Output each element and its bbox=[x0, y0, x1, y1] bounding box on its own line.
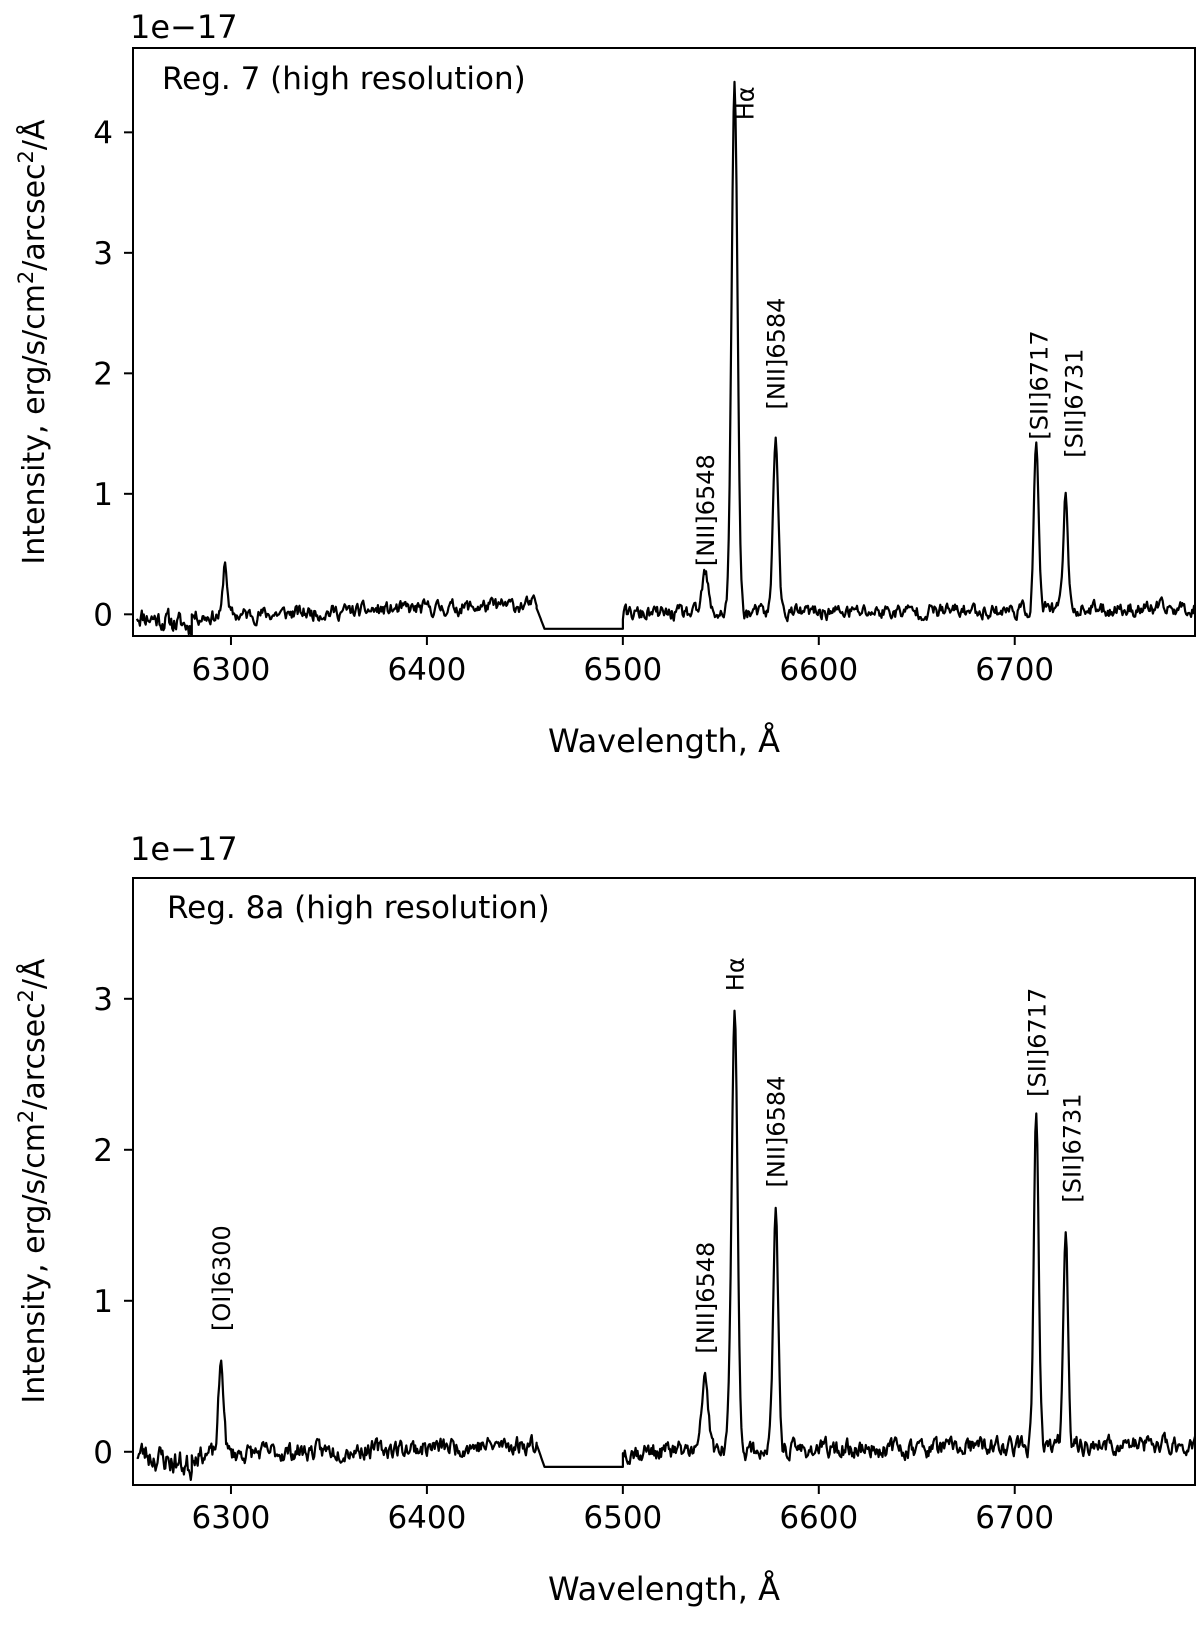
x-axis-label-reg8a: Wavelength, Å bbox=[548, 1570, 780, 1608]
y-tick-label-reg7: 1 bbox=[93, 477, 113, 513]
spectrum-group-reg7 bbox=[135, 80, 1195, 636]
line-label-reg7: [NII]6584 bbox=[763, 298, 791, 410]
line-label-reg8a: [OI]6300 bbox=[208, 1225, 236, 1331]
line-label-reg7: Hα bbox=[732, 86, 760, 120]
y-tick-label-reg8a: 2 bbox=[93, 1133, 113, 1169]
y-tick-label-reg7: 0 bbox=[93, 597, 113, 633]
x-tick-label-reg7: 6700 bbox=[975, 652, 1054, 688]
offset-text-reg8a: 1e−17 bbox=[130, 830, 238, 868]
ticks-reg8a: 6300 6400 6500 6600 6700 0 1 2 3 bbox=[93, 982, 1054, 1536]
offset-text-reg7: 1e−17 bbox=[130, 8, 238, 46]
y-axis-label-reg7: Intensity, erg/s/cm2/arcsec2/Å bbox=[14, 119, 52, 565]
line-label-reg8a: [SII]6717 bbox=[1023, 988, 1051, 1097]
y-tick-label-reg7: 4 bbox=[93, 115, 113, 151]
line-label-reg8a: [SII]6731 bbox=[1059, 1093, 1087, 1202]
spectrum-line-reg7 bbox=[135, 80, 1195, 636]
y-axis-label-reg8a: Intensity, erg/s/cm2/arcsec2/Å bbox=[14, 958, 52, 1404]
spectrum-line-reg8a bbox=[136, 1009, 1195, 1481]
x-tick-label-reg8a: 6300 bbox=[192, 1500, 271, 1536]
x-tick-label-reg7: 6600 bbox=[779, 652, 858, 688]
panel-label-reg7: Reg. 7 (high resolution) bbox=[162, 61, 526, 97]
x-tick-label-reg8a: 6400 bbox=[387, 1500, 466, 1536]
ticks-reg7: 6300 6400 6500 6600 6700 0 1 2 3 4 bbox=[93, 115, 1054, 688]
line-label-reg8a: Hα bbox=[722, 957, 750, 991]
panel-reg7: 1e−17 6300 6400 6500 6600 6700 0 1 2 3 4 [NII]654… bbox=[14, 8, 1196, 760]
line-label-reg7: [SII]6717 bbox=[1025, 330, 1053, 439]
y-tick-label-reg7: 2 bbox=[93, 356, 113, 392]
line-label-reg8a: [NII]6548 bbox=[692, 1242, 720, 1354]
line-label-reg7: [NII]6548 bbox=[692, 454, 720, 566]
panel-label-reg8a: Reg. 8a (high resolution) bbox=[167, 890, 550, 926]
line-label-reg8a: [NII]6584 bbox=[763, 1076, 791, 1188]
y-tick-label-reg8a: 3 bbox=[93, 982, 113, 1018]
x-axis-label-reg7: Wavelength, Å bbox=[548, 722, 780, 760]
x-tick-label-reg7: 6500 bbox=[583, 652, 662, 688]
y-tick-label-reg8a: 0 bbox=[93, 1435, 113, 1471]
line-labels-reg7: [NII]6548 Hα [NII]6584 [SII]6717 [SII]6731 bbox=[692, 86, 1089, 566]
line-labels-reg8a: [OI]6300 [NII]6548 Hα [NII]6584 [SII]6717 [SI… bbox=[208, 957, 1086, 1353]
x-tick-label-reg7: 6400 bbox=[387, 652, 466, 688]
plot-frame-reg8a bbox=[132, 877, 1196, 1486]
x-tick-label-reg8a: 6700 bbox=[975, 1500, 1054, 1536]
spectrum-group-reg8a bbox=[136, 1009, 1195, 1481]
plot-frame-reg7 bbox=[132, 47, 1196, 637]
x-tick-label-reg8a: 6600 bbox=[779, 1500, 858, 1536]
x-tick-label-reg7: 6300 bbox=[192, 652, 271, 688]
y-tick-label-reg7: 3 bbox=[93, 236, 113, 272]
y-tick-label-reg8a: 1 bbox=[93, 1284, 113, 1320]
line-label-reg7: [SII]6731 bbox=[1061, 348, 1089, 457]
x-tick-label-reg8a: 6500 bbox=[583, 1500, 662, 1536]
